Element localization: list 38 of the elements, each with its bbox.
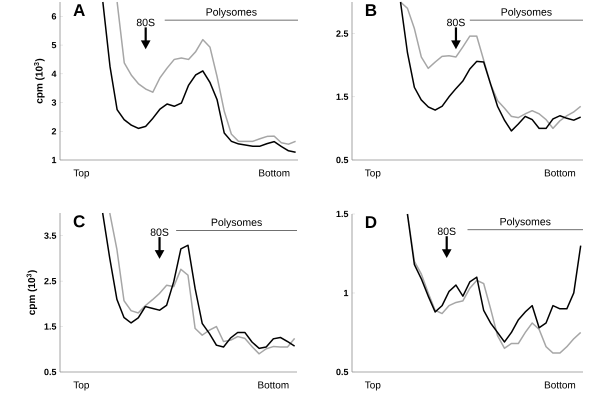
y-tick-label: 3	[52, 99, 56, 106]
y-tick-label: 1.5	[44, 323, 56, 330]
y-tick-label: 1.5	[336, 94, 348, 100]
y-tick-label: 4	[52, 70, 56, 77]
y-tick-label: 5	[52, 42, 56, 48]
chart-title: C	[74, 215, 85, 228]
annotation: Polysomes	[500, 218, 551, 228]
y-tick-label: 1.5	[336, 210, 348, 218]
x-tick-label: Top	[74, 170, 90, 178]
y-tick-label: 0.5	[336, 368, 348, 376]
y-tick-label: 2.5	[336, 30, 348, 37]
y-axis-title: cpm (10$^{3}$)	[34, 58, 45, 104]
y-tick-label: 0.5	[336, 156, 348, 164]
annotation: Polysomes	[212, 218, 262, 228]
y-tick-label: 3.5	[44, 232, 56, 239]
x-tick-label: Bottom	[544, 382, 576, 388]
x-tick-label: Top	[364, 170, 380, 178]
y-tick-label: 6	[52, 13, 56, 20]
y-tick-label: 1	[344, 290, 348, 296]
chart-title: A	[73, 4, 85, 16]
chart-title: D	[366, 216, 376, 228]
annotation: Polysomes	[502, 8, 552, 18]
y-tick-label: 1	[52, 156, 56, 164]
y-tick-label: 0.5	[44, 368, 56, 376]
x-tick-label: Bottom	[544, 170, 576, 176]
annotation: 80S	[136, 18, 155, 26]
y-tick-label: 2.5	[44, 278, 56, 284]
chart-title: B	[366, 4, 376, 16]
annotation: 80S	[438, 228, 456, 236]
annotation: Polysomes	[206, 8, 257, 18]
x-tick-label: Bottom	[258, 382, 288, 388]
x-tick-label: Top	[364, 382, 380, 390]
annotation: 80S	[447, 18, 465, 26]
y-tick-label: 2	[52, 128, 56, 134]
y-axis-title: cpm (10$^{3}$)	[26, 270, 38, 315]
x-tick-label: Bottom	[259, 170, 290, 176]
x-tick-label: Top	[73, 382, 89, 390]
annotation: 80S	[150, 228, 168, 236]
